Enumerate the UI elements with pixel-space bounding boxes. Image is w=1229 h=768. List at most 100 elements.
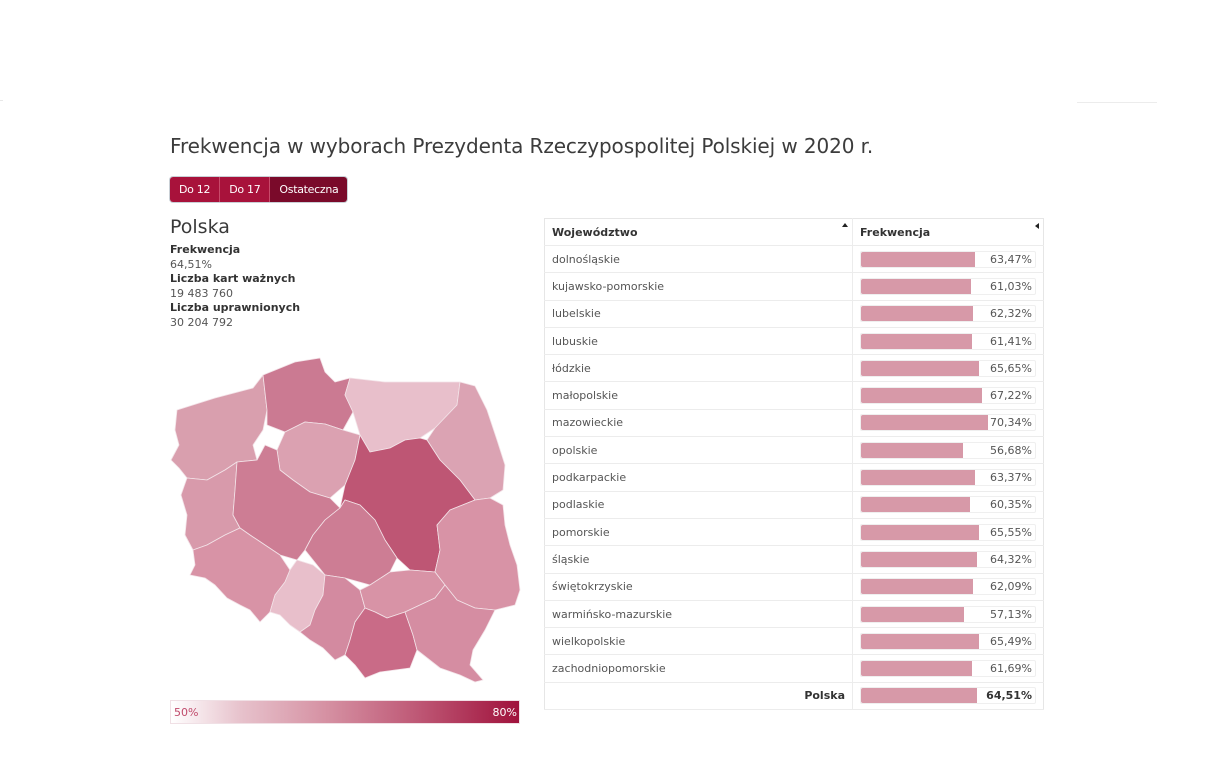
table-row[interactable]: warmińsko-mazurskie 57,13%	[544, 600, 1044, 629]
turnout-value: 65,55%	[990, 525, 1032, 539]
table-row[interactable]: lubuskie 61,41%	[544, 327, 1044, 356]
table-row[interactable]: łódzkie 65,65%	[544, 354, 1044, 383]
turnout-bar	[861, 688, 978, 704]
turnout-bar-track: 63,47%	[860, 250, 1036, 268]
filter-ostateczna-button[interactable]: Ostateczna	[270, 177, 348, 202]
turnout-bar	[861, 415, 988, 431]
color-scale-legend: 50% 80%	[170, 700, 520, 724]
turnout-cell: 65,65%	[852, 354, 1044, 383]
turnout-bar	[861, 306, 974, 322]
turnout-bar-track: 60,35%	[860, 496, 1036, 514]
table-row[interactable]: wielkopolskie 65,49%	[544, 627, 1044, 656]
turnout-value: 67,22%	[990, 389, 1032, 403]
turnout-bar	[861, 360, 980, 376]
turnout-bar-track: 67,22%	[860, 387, 1036, 405]
turnout-cell: 61,41%	[852, 327, 1044, 356]
turnout-value: 61,03%	[990, 279, 1032, 293]
region-name-cell: lubelskie	[544, 300, 853, 328]
turnout-value: 64,51%	[170, 258, 212, 271]
region-name-cell: małopolskie	[544, 381, 853, 410]
turnout-bar	[861, 388, 982, 404]
turnout-bar-track: 64,51%	[860, 687, 1036, 705]
valid-ballots-value: 19 483 760	[170, 287, 233, 300]
table-row[interactable]: świętokrzyskie 62,09%	[544, 573, 1044, 601]
table-row[interactable]: opolskie 56,68%	[544, 436, 1044, 465]
turnout-bar-track: 64,32%	[860, 550, 1036, 568]
legend-max: 80%	[492, 706, 517, 719]
turnout-bar	[861, 606, 964, 622]
turnout-bar-track: 62,09%	[860, 578, 1036, 596]
turnout-bar	[861, 524, 979, 540]
turnout-value: 64,32%	[990, 552, 1032, 566]
turnout-value: 63,37%	[990, 471, 1032, 485]
turnout-cell: 63,47%	[852, 245, 1044, 274]
turnout-value: 63,47%	[990, 252, 1032, 266]
region-name-cell: dolnośląskie	[544, 245, 853, 274]
table-row[interactable]: lubelskie 62,32%	[544, 300, 1044, 328]
valid-ballots-label: Liczba kart ważnych	[170, 272, 296, 285]
turnout-bar	[861, 278, 971, 294]
eligible-label: Liczba uprawnionych	[170, 301, 301, 314]
sort-ascending-icon	[842, 223, 848, 227]
filter-do-12-button[interactable]: Do 12	[170, 177, 221, 202]
region-name-cell: opolskie	[544, 436, 853, 465]
turnout-value: 65,49%	[990, 634, 1032, 648]
table-total-row[interactable]: Polska 64,51%	[544, 682, 1044, 711]
turnout-value: 64,51%	[986, 689, 1032, 703]
turnout-table: Województwo Frekwencja dolnośląskie 63,47…	[544, 218, 1044, 711]
region-name: Polska	[170, 216, 230, 238]
region-name-cell: pomorskie	[544, 518, 853, 547]
region-podkarpackie[interactable]	[404, 584, 496, 683]
region-pomorskie[interactable]	[262, 357, 354, 433]
turnout-bar	[861, 333, 972, 349]
turnout-cell: 62,32%	[852, 300, 1044, 328]
turnout-value: 61,69%	[990, 662, 1032, 676]
turnout-bar	[861, 442, 963, 458]
table-row[interactable]: zachodniopomorskie 61,69%	[544, 654, 1044, 683]
region-malopolskie[interactable]	[344, 607, 418, 679]
turnout-bar-track: 65,65%	[860, 359, 1036, 377]
turnout-cell: 57,13%	[852, 600, 1044, 629]
table-row[interactable]: podlaskie 60,35%	[544, 491, 1044, 519]
turnout-cell: 56,68%	[852, 436, 1044, 465]
sort-unsorted-icon	[1035, 223, 1039, 229]
divider	[0, 100, 3, 101]
turnout-bar	[861, 470, 976, 486]
turnout-cell: 63,37%	[852, 463, 1044, 492]
table-row[interactable]: dolnośląskie 63,47%	[544, 245, 1044, 274]
filter-do-17-button[interactable]: Do 17	[220, 177, 271, 202]
turnout-cell: 67,22%	[852, 381, 1044, 410]
region-name-cell: warmińsko-mazurskie	[544, 600, 853, 629]
turnout-value: 70,34%	[990, 416, 1032, 430]
table-row[interactable]: kujawsko-pomorskie 61,03%	[544, 272, 1044, 301]
divider	[1077, 102, 1157, 103]
table-row[interactable]: pomorskie 65,55%	[544, 518, 1044, 547]
region-name-cell: mazowieckie	[544, 409, 853, 438]
turnout-value: 60,35%	[990, 498, 1032, 512]
turnout-bar	[861, 661, 972, 677]
turnout-cell: 65,49%	[852, 627, 1044, 656]
table-row[interactable]: śląskie 64,32%	[544, 545, 1044, 574]
column-header-wojewodztwo[interactable]: Województwo	[544, 218, 853, 246]
turnout-cell: 61,03%	[852, 272, 1044, 301]
table-row[interactable]: podkarpackie 63,37%	[544, 463, 1044, 492]
turnout-bar-track: 70,34%	[860, 414, 1036, 432]
table-row[interactable]: mazowieckie 70,34%	[544, 409, 1044, 438]
column-header-frekwencja[interactable]: Frekwencja	[852, 218, 1044, 246]
eligible-value: 30 204 792	[170, 316, 233, 329]
turnout-bar-track: 61,03%	[860, 277, 1036, 295]
turnout-cell: 60,35%	[852, 491, 1044, 519]
region-name-cell: zachodniopomorskie	[544, 654, 853, 683]
turnout-cell: 61,69%	[852, 654, 1044, 683]
turnout-bar-track: 65,49%	[860, 632, 1036, 650]
region-name-cell: łódzkie	[544, 354, 853, 383]
table-row[interactable]: małopolskie 67,22%	[544, 381, 1044, 410]
turnout-value: 62,09%	[990, 580, 1032, 594]
summary-panel: Polska Frekwencja 64,51% Liczba kart waż…	[170, 216, 300, 330]
region-name-cell: Polska	[544, 682, 853, 711]
region-name-cell: wielkopolskie	[544, 627, 853, 656]
turnout-value: 61,41%	[990, 334, 1032, 348]
turnout-value: 56,68%	[990, 443, 1032, 457]
turnout-bar	[861, 551, 977, 567]
turnout-bar-track: 61,41%	[860, 332, 1036, 350]
